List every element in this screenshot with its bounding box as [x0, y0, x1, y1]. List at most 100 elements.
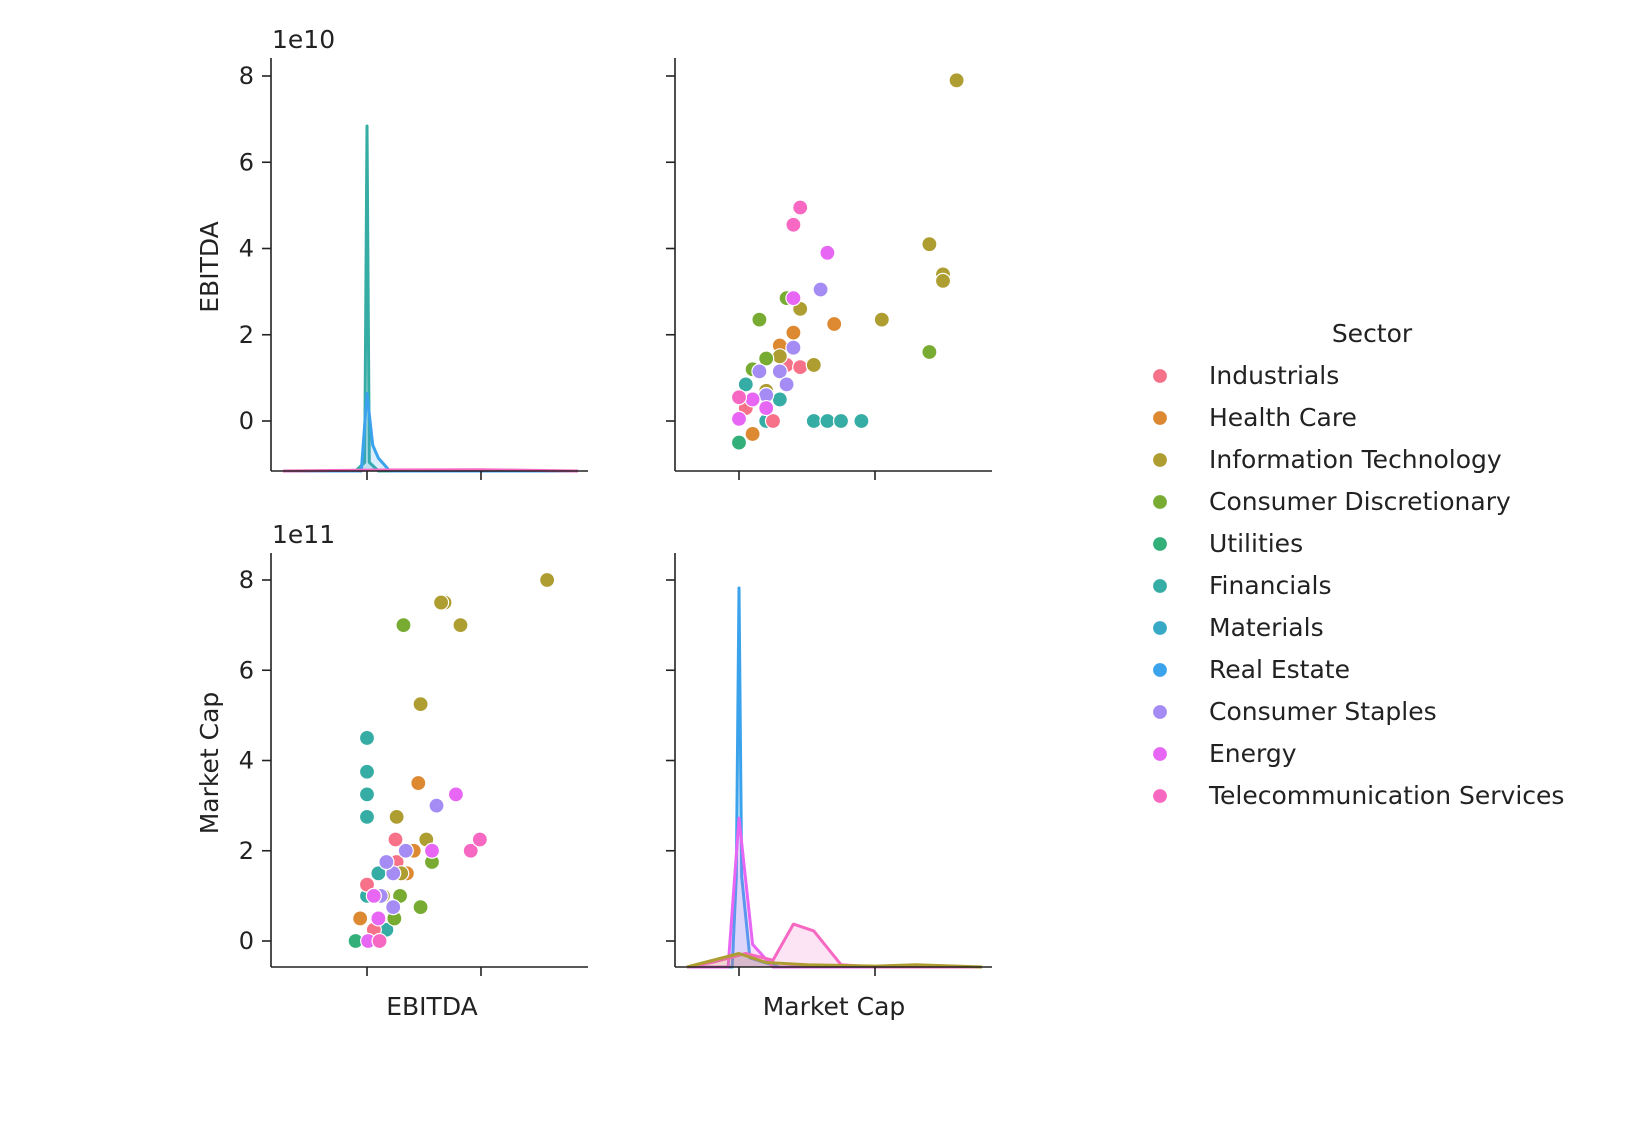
legend-marker — [1151, 535, 1169, 553]
scatter-point — [412, 899, 429, 916]
legend-marker — [1151, 619, 1169, 637]
scatter-point — [744, 391, 761, 408]
scatter-point — [934, 272, 952, 289]
scatter-point — [433, 594, 450, 611]
scatter-point — [388, 808, 405, 826]
scatter-point — [758, 350, 775, 367]
y-tick-label: 2 — [239, 321, 254, 349]
legend-marker — [1151, 451, 1169, 469]
legend-label: Information Technology — [1209, 445, 1502, 474]
scatter-point — [785, 289, 802, 307]
scatter-point — [792, 358, 809, 376]
scatter-point — [395, 617, 412, 634]
scatter-point — [730, 389, 748, 406]
scatter-point — [751, 363, 768, 380]
offset-label-ebitda: 1e10 — [272, 25, 335, 54]
scatter-point — [385, 899, 402, 916]
scatter-point — [410, 774, 427, 792]
scatter-point — [771, 363, 788, 380]
scatter-point — [832, 412, 850, 430]
scatter-point — [471, 831, 488, 848]
y-tick-label: 8 — [239, 566, 254, 594]
legend-label: Utilities — [1209, 529, 1303, 558]
scatter-point — [819, 412, 836, 430]
scatter-point — [412, 695, 429, 713]
legend-label: Consumer Staples — [1209, 697, 1437, 726]
scatter-point — [826, 315, 843, 333]
legend-label: Financials — [1209, 571, 1332, 600]
y-tick-label: 6 — [239, 148, 254, 176]
y-axis-label-ebitda: EBITDA — [195, 221, 224, 313]
scatter-point — [805, 356, 822, 374]
scatter-point — [921, 343, 938, 361]
legend-label: Consumer Discretionary — [1209, 487, 1511, 516]
scatter-point — [751, 311, 768, 328]
y-tick-label: 8 — [239, 62, 254, 90]
kde-curve — [686, 952, 983, 969]
scatter-point — [378, 853, 395, 871]
scatter-point — [447, 786, 465, 803]
scatter-point — [785, 216, 802, 233]
legend-marker — [1151, 367, 1169, 385]
plot-marks — [282, 72, 983, 969]
scatter-point — [539, 571, 556, 589]
legend-marker — [1151, 577, 1169, 595]
legend-label: Materials — [1209, 613, 1324, 642]
kde-curve — [283, 124, 578, 473]
scatter-point — [462, 842, 479, 859]
legend-items: Industrials Health Care Information Techno… — [1151, 361, 1564, 810]
legend-label: Telecommunication Services — [1208, 781, 1564, 810]
scatter-point — [921, 236, 938, 253]
scatter-point — [771, 391, 788, 408]
scatter-point — [819, 244, 836, 261]
y-tick-label: 6 — [239, 656, 254, 684]
scatter-point — [730, 434, 748, 451]
scatter-point — [948, 72, 965, 89]
scatter-point — [423, 842, 441, 859]
scatter-point — [785, 324, 802, 341]
scatter-point — [352, 910, 369, 927]
scatter-point — [371, 932, 388, 950]
legend-title: Sector — [1332, 319, 1413, 348]
x-axis-label-market-cap: Market Cap — [763, 992, 906, 1021]
y-tick-label: 4 — [239, 235, 254, 263]
plot-axes: 0 2 4 6 8 0 2 4 6 8 — [239, 58, 992, 976]
scatter-point — [358, 786, 376, 803]
legend-marker — [1151, 703, 1169, 721]
scatter-point — [778, 376, 795, 393]
scatter-point — [358, 808, 376, 826]
scatter-point — [764, 412, 782, 430]
scatter-point — [387, 831, 404, 848]
legend-marker — [1151, 661, 1169, 679]
legend-marker — [1151, 787, 1169, 805]
legend: Sector Industrials Health Care Information… — [1151, 319, 1564, 810]
scatter-point — [873, 311, 890, 328]
scatter-point — [785, 339, 802, 356]
scatter-point — [397, 842, 414, 859]
scatter-point — [758, 399, 775, 417]
y-axis-label-market-cap: Market Cap — [195, 692, 224, 835]
legend-marker — [1151, 745, 1169, 763]
scatter-point — [452, 617, 469, 634]
scatter-point — [853, 412, 870, 430]
scatter-point — [365, 887, 382, 904]
offset-label-market-cap: 1e11 — [272, 520, 335, 549]
y-tick-label: 4 — [239, 747, 254, 775]
kde-curve — [687, 816, 982, 969]
scatter-point — [730, 410, 748, 427]
y-tick-label: 2 — [239, 837, 254, 865]
scatter-point — [805, 412, 822, 430]
legend-marker — [1151, 409, 1169, 427]
x-axis-label-ebitda: EBITDA — [386, 992, 478, 1021]
scatter-point — [358, 729, 376, 747]
legend-label: Health Care — [1209, 403, 1357, 432]
y-tick-label: 0 — [239, 407, 254, 435]
scatter-point — [771, 348, 788, 365]
scatter-point — [358, 763, 376, 780]
legend-label: Energy — [1209, 739, 1297, 768]
scatter-point — [737, 376, 754, 393]
kde-curve — [283, 391, 578, 473]
scatter-point — [744, 425, 761, 443]
y-tick-label: 0 — [239, 927, 254, 955]
